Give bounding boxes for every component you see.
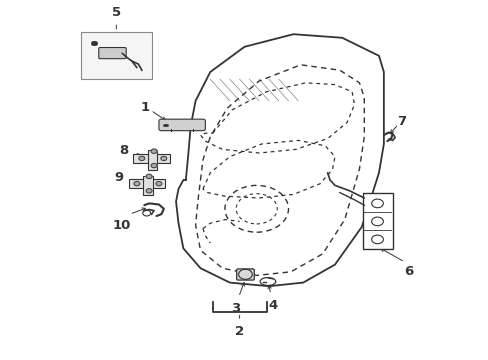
Text: 4: 4 <box>268 299 277 312</box>
FancyBboxPatch shape <box>148 150 157 170</box>
Circle shape <box>146 174 152 179</box>
Text: 8: 8 <box>119 144 128 157</box>
FancyBboxPatch shape <box>362 193 392 249</box>
Circle shape <box>134 181 140 186</box>
FancyBboxPatch shape <box>236 269 254 280</box>
FancyBboxPatch shape <box>159 119 205 131</box>
Text: 2: 2 <box>235 325 244 338</box>
Circle shape <box>161 156 166 161</box>
Circle shape <box>156 181 162 186</box>
Text: 1: 1 <box>141 101 149 114</box>
Circle shape <box>151 163 157 168</box>
Text: 3: 3 <box>231 302 240 315</box>
Text: 7: 7 <box>397 115 406 128</box>
Text: 6: 6 <box>403 265 412 278</box>
Text: 5: 5 <box>112 6 121 19</box>
Text: 9: 9 <box>114 171 123 184</box>
FancyBboxPatch shape <box>128 179 164 188</box>
FancyBboxPatch shape <box>81 32 151 79</box>
FancyBboxPatch shape <box>143 176 152 195</box>
Circle shape <box>151 149 157 153</box>
Circle shape <box>146 189 152 193</box>
FancyBboxPatch shape <box>133 154 169 163</box>
Circle shape <box>139 156 144 161</box>
FancyBboxPatch shape <box>99 48 126 59</box>
Text: 10: 10 <box>112 219 130 232</box>
